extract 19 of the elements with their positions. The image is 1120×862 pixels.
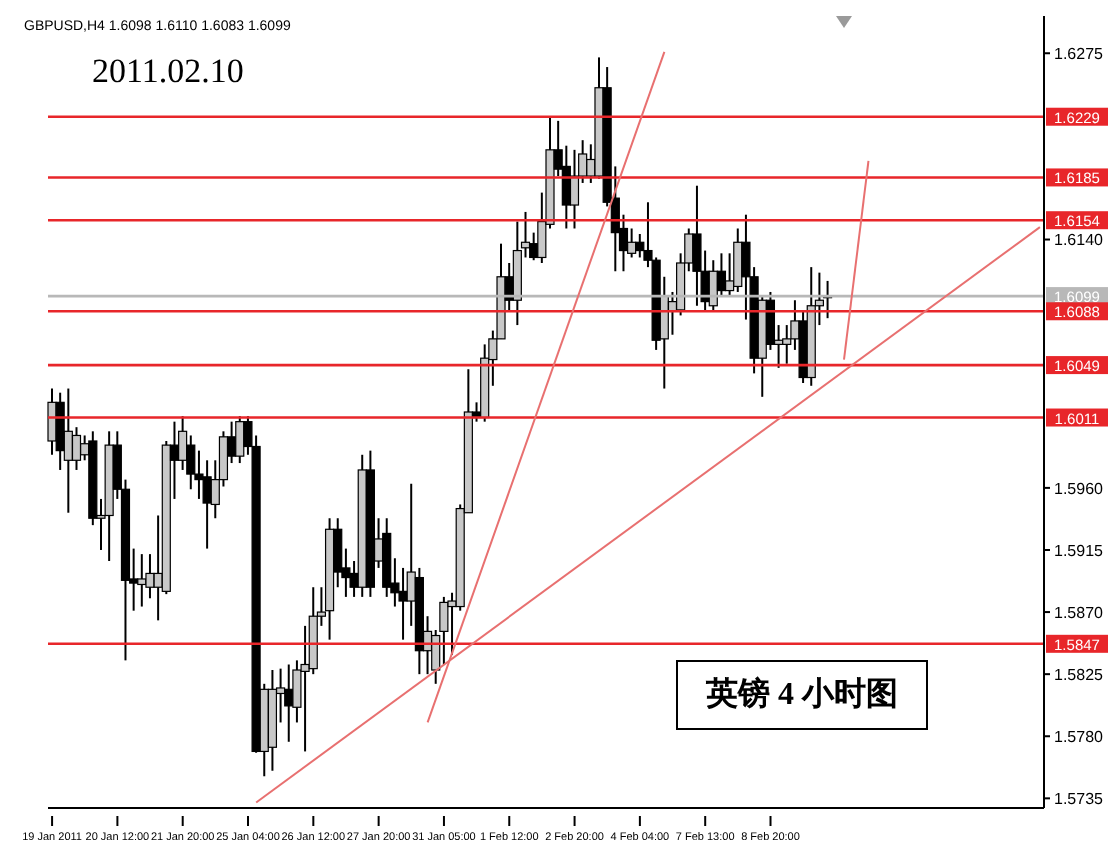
candlestick <box>716 252 727 298</box>
candlestick <box>202 459 212 550</box>
candlestick <box>235 415 245 465</box>
candlestick <box>47 387 57 456</box>
text: 2011.02.10 <box>92 52 244 92</box>
candlestick <box>692 184 702 307</box>
y-tick-label: 1.5825 <box>1054 665 1105 684</box>
candlestick <box>398 566 408 641</box>
y-tick-label: 1.5780 <box>1054 727 1105 746</box>
y-tick-label: 1.5915 <box>1054 541 1105 560</box>
y-tick-label: 1.5870 <box>1054 603 1105 622</box>
y-tick-label: 1.5735 <box>1054 790 1105 809</box>
candlestick <box>137 553 147 608</box>
candlestick <box>569 148 580 230</box>
candlestick <box>71 426 82 471</box>
y-tick-label: 1.5960 <box>1054 479 1105 498</box>
y-tick-label: 1.6275 <box>1054 44 1105 63</box>
annotation: 英镑 4 小时图 <box>676 660 928 730</box>
y-tick-label: 1.6140 <box>1054 231 1105 250</box>
